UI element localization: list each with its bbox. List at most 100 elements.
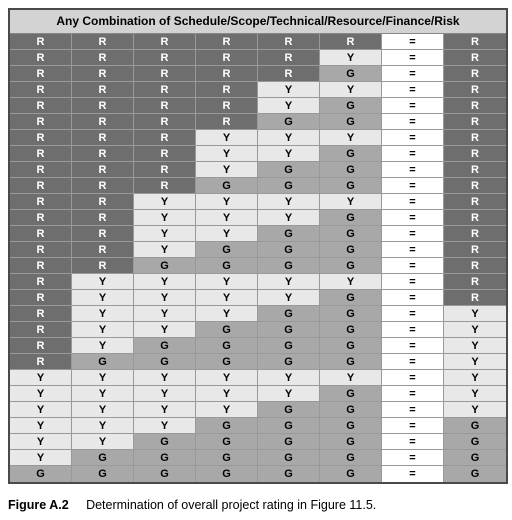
input-cell: G: [196, 178, 258, 194]
input-cell: R: [10, 338, 72, 354]
input-cell: R: [10, 98, 72, 114]
input-cell: G: [196, 322, 258, 338]
input-cell: Y: [72, 402, 134, 418]
result-cell: R: [444, 130, 506, 146]
input-cell: Y: [196, 194, 258, 210]
equals-cell: =: [382, 338, 444, 354]
input-cell: Y: [72, 322, 134, 338]
input-cell: G: [320, 466, 382, 482]
input-cell: R: [10, 34, 72, 50]
equals-cell: =: [382, 98, 444, 114]
input-cell: R: [10, 130, 72, 146]
input-cell: G: [320, 402, 382, 418]
input-cell: Y: [10, 450, 72, 466]
input-cell: G: [320, 306, 382, 322]
result-cell: R: [444, 210, 506, 226]
input-cell: G: [258, 338, 320, 354]
result-cell: R: [444, 162, 506, 178]
input-cell: Y: [320, 82, 382, 98]
equals-cell: =: [382, 274, 444, 290]
input-cell: Y: [320, 194, 382, 210]
input-cell: Y: [72, 418, 134, 434]
equals-cell: =: [382, 386, 444, 402]
input-cell: G: [258, 418, 320, 434]
input-cell: G: [72, 450, 134, 466]
input-cell: R: [10, 354, 72, 370]
input-cell: R: [10, 290, 72, 306]
input-cell: G: [134, 434, 196, 450]
result-cell: R: [444, 66, 506, 82]
input-cell: Y: [72, 338, 134, 354]
input-cell: Y: [258, 386, 320, 402]
input-cell: Y: [258, 290, 320, 306]
equals-cell: =: [382, 242, 444, 258]
input-cell: Y: [320, 50, 382, 66]
input-cell: R: [72, 50, 134, 66]
input-cell: Y: [134, 402, 196, 418]
input-cell: G: [10, 466, 72, 482]
input-cell: G: [320, 98, 382, 114]
equals-cell: =: [382, 226, 444, 242]
input-cell: G: [196, 338, 258, 354]
result-cell: G: [444, 466, 506, 482]
equals-cell: =: [382, 50, 444, 66]
input-cell: Y: [258, 82, 320, 98]
input-cell: G: [320, 338, 382, 354]
result-cell: Y: [444, 338, 506, 354]
equals-cell: =: [382, 162, 444, 178]
input-cell: R: [72, 242, 134, 258]
input-cell: R: [134, 178, 196, 194]
input-cell: R: [196, 82, 258, 98]
input-cell: R: [10, 50, 72, 66]
input-cell: Y: [10, 434, 72, 450]
result-cell: R: [444, 50, 506, 66]
input-cell: Y: [10, 386, 72, 402]
input-cell: G: [196, 258, 258, 274]
input-cell: G: [320, 434, 382, 450]
input-cell: R: [10, 82, 72, 98]
input-cell: Y: [134, 194, 196, 210]
input-cell: Y: [196, 386, 258, 402]
table-grid: RRRRRR=RRRRRRY=RRRRRRG=RRRRRYY=RRRRRYG=R…: [10, 34, 506, 482]
input-cell: Y: [10, 402, 72, 418]
input-cell: Y: [72, 274, 134, 290]
input-cell: Y: [258, 210, 320, 226]
input-cell: G: [258, 402, 320, 418]
input-cell: G: [258, 466, 320, 482]
table-header: Any Combination of Schedule/Scope/Techni…: [10, 10, 506, 34]
input-cell: Y: [258, 146, 320, 162]
input-cell: Y: [196, 146, 258, 162]
input-cell: G: [258, 226, 320, 242]
input-cell: G: [134, 258, 196, 274]
input-cell: Y: [196, 370, 258, 386]
input-cell: R: [10, 226, 72, 242]
input-cell: G: [196, 466, 258, 482]
input-cell: R: [196, 34, 258, 50]
input-cell: Y: [196, 274, 258, 290]
input-cell: G: [320, 322, 382, 338]
input-cell: G: [258, 306, 320, 322]
result-cell: R: [444, 226, 506, 242]
input-cell: R: [10, 146, 72, 162]
result-cell: G: [444, 434, 506, 450]
input-cell: R: [134, 146, 196, 162]
equals-cell: =: [382, 418, 444, 434]
input-cell: Y: [196, 210, 258, 226]
equals-cell: =: [382, 322, 444, 338]
equals-cell: =: [382, 34, 444, 50]
input-cell: Y: [134, 242, 196, 258]
equals-cell: =: [382, 466, 444, 482]
input-cell: R: [72, 82, 134, 98]
input-cell: Y: [134, 274, 196, 290]
input-cell: G: [196, 450, 258, 466]
input-cell: R: [134, 50, 196, 66]
input-cell: G: [320, 450, 382, 466]
input-cell: R: [320, 34, 382, 50]
input-cell: Y: [196, 290, 258, 306]
input-cell: R: [196, 98, 258, 114]
input-cell: Y: [72, 370, 134, 386]
input-cell: R: [10, 178, 72, 194]
result-cell: R: [444, 114, 506, 130]
result-cell: Y: [444, 402, 506, 418]
input-cell: Y: [134, 226, 196, 242]
